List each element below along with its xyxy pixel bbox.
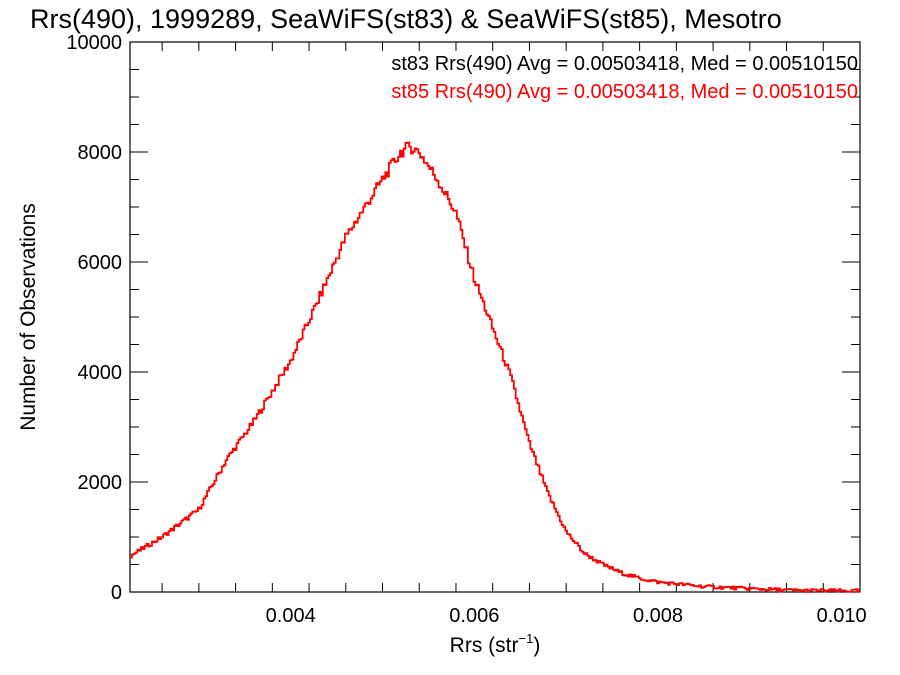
y-tick-label: 10000	[66, 32, 122, 54]
chart-title: Rrs(490), 1999289, SeaWiFS(st83) & SeaWi…	[30, 4, 782, 34]
x-axis-label-superscript: −1	[519, 631, 534, 646]
annotation-st85: st85 Rrs(490) Avg = 0.00503418, Med = 0.…	[391, 81, 858, 103]
x-axis: 0.004 0.006 0.008 0.010	[161, 42, 867, 627]
x-tick-label: 0.010	[817, 605, 867, 627]
plot-area	[129, 41, 861, 593]
y-tick-label: 8000	[78, 142, 123, 164]
x-tick-label: 0.006	[449, 605, 499, 627]
histogram-series-st85	[130, 141, 860, 593]
y-axis: 0 2000 4000 6000 8000 10000	[66, 32, 860, 604]
x-axis-label: Rrs (str−1)	[450, 631, 541, 657]
y-tick-label: 4000	[78, 362, 123, 384]
x-axis-label-base: Rrs (str	[450, 634, 519, 657]
annotation-st83: st83 Rrs(490) Avg = 0.00503418, Med = 0.…	[391, 53, 858, 75]
y-tick-label: 2000	[78, 472, 123, 494]
x-axis-label-close: )	[533, 634, 540, 657]
x-tick-label: 0.008	[633, 605, 683, 627]
x-tick-label: 0.004	[266, 605, 316, 627]
y-tick-label: 0	[111, 582, 122, 604]
y-axis-label: Number of Observations	[17, 203, 40, 431]
y-tick-label: 6000	[78, 252, 123, 274]
series-layer	[130, 141, 860, 593]
